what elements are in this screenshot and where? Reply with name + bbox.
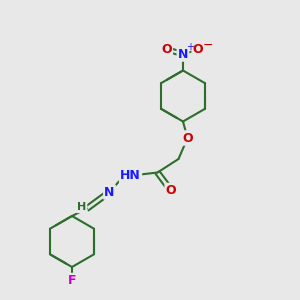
Text: −: − — [203, 38, 213, 52]
Text: O: O — [166, 184, 176, 197]
Text: HN: HN — [120, 169, 141, 182]
Text: F: F — [68, 274, 76, 287]
Text: O: O — [193, 43, 203, 56]
Text: H: H — [77, 202, 86, 212]
Text: O: O — [161, 43, 172, 56]
Text: +: + — [186, 41, 194, 52]
Text: N: N — [178, 47, 188, 61]
Text: N: N — [104, 185, 115, 199]
Text: O: O — [182, 131, 193, 145]
